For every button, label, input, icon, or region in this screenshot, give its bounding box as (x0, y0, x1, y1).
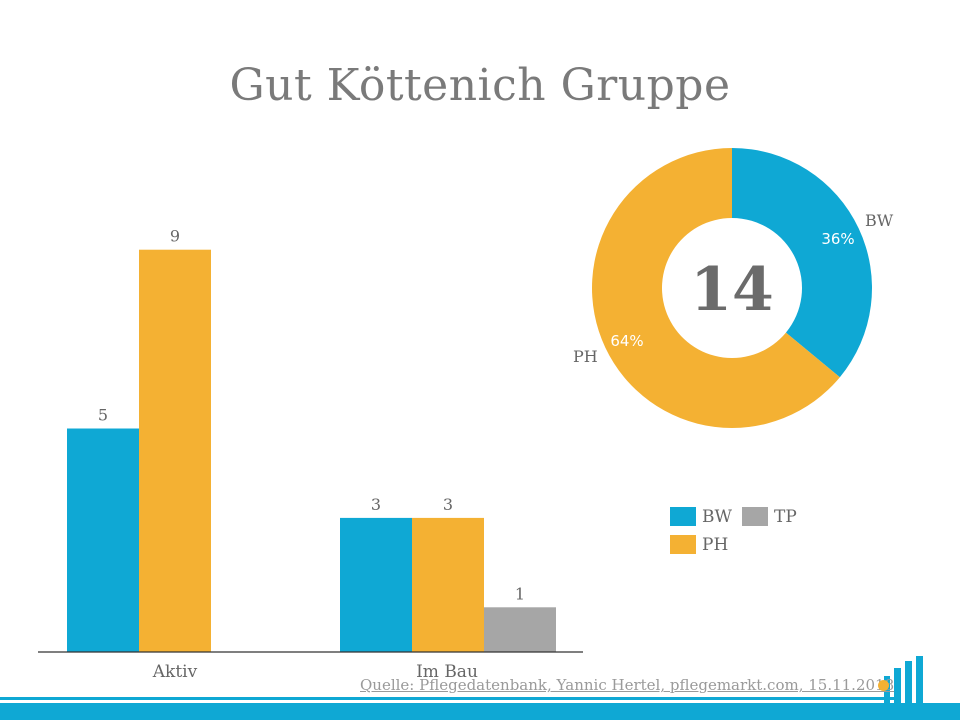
bar-bw-im-bau (340, 517, 412, 652)
chart-title: Gut Köttenich Gruppe (229, 60, 731, 111)
footer-line (0, 697, 900, 700)
bar-value-label: 3 (371, 495, 381, 514)
footer-band (0, 703, 960, 720)
legend-label-ph: PH (702, 535, 728, 555)
donut-slice-percent-label: 64% (610, 332, 643, 350)
legend-label-tp: TP (774, 507, 797, 527)
donut-slice-percent-label: 36% (821, 230, 854, 248)
x-axis-tick-label: Im Bau (416, 662, 478, 682)
logo-bar-icon (916, 656, 923, 720)
bar-value-label: 3 (443, 495, 453, 514)
logo-bar-icon (894, 668, 901, 720)
donut-slice-name-label: BW (865, 211, 894, 230)
bar-value-label: 5 (98, 406, 108, 425)
x-axis-tick-label: Aktiv (152, 662, 198, 682)
legend-swatch-ph (670, 535, 696, 554)
bar-bw-aktiv (67, 428, 139, 652)
donut-center-total: 14 (690, 255, 774, 325)
donut-slice-bw (732, 148, 872, 378)
legend-swatch-tp (742, 507, 768, 526)
donut-slice-ph (591, 148, 840, 428)
bar-value-label: 1 (515, 584, 525, 603)
bar-value-label: 9 (170, 227, 180, 246)
bar-ph-aktiv (139, 249, 211, 652)
bar-tp-im-bau (484, 607, 556, 652)
legend-swatch-bw (670, 507, 696, 526)
legend-label-bw: BW (702, 507, 732, 527)
logo-bar-icon (905, 661, 912, 720)
source-dot-icon (878, 680, 889, 691)
donut-slice-name-label: PH (573, 347, 598, 366)
source-text[interactable]: Quelle: Pflegedatenbank, Yannic Hertel, … (360, 676, 895, 694)
bar-ph-im-bau (412, 517, 484, 652)
